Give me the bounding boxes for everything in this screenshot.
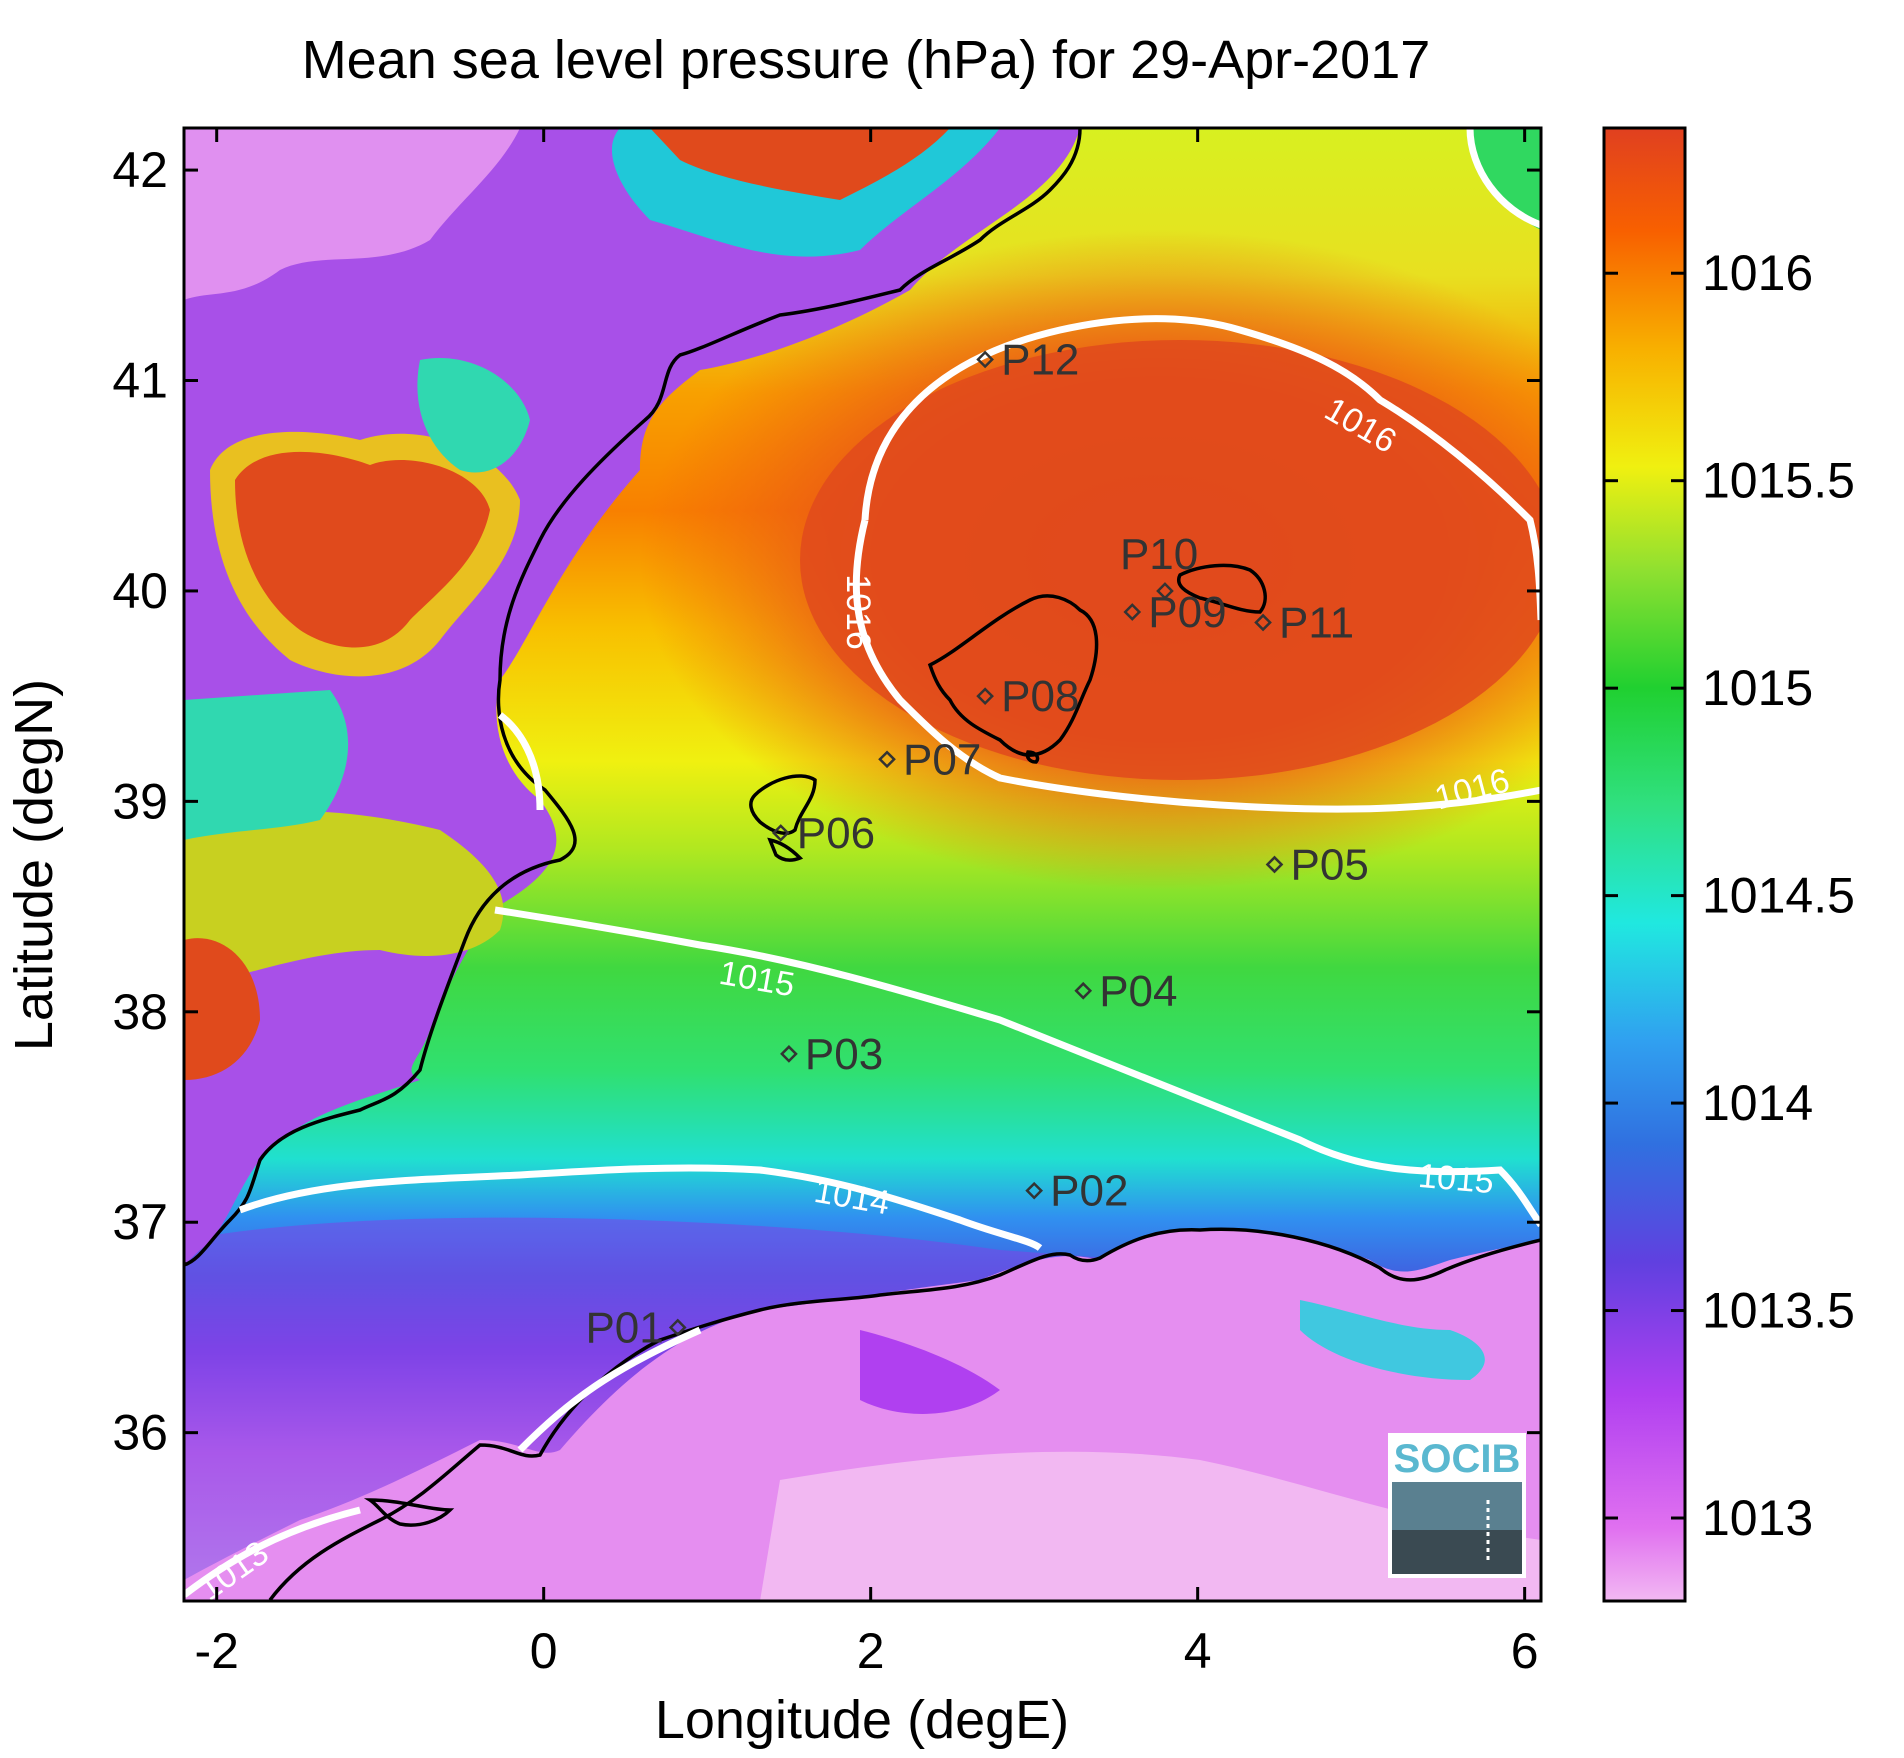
station-p12: P12 <box>976 335 1079 384</box>
station-marker <box>780 1045 798 1063</box>
station-p07: P07 <box>878 735 981 784</box>
north-africa-cyan <box>1300 1300 1485 1380</box>
station-marker <box>976 687 994 705</box>
colorbar <box>1602 126 1687 1603</box>
station-label: P04 <box>1099 967 1177 1016</box>
y-tick-label: 38 <box>112 984 168 1040</box>
y-axis-ticks: 36 37 38 39 40 41 42 <box>112 142 1541 1461</box>
y-tick-label: 40 <box>112 563 168 619</box>
north-africa-purple <box>860 1330 1000 1414</box>
high-pressure-core <box>800 340 1541 780</box>
socib-logo-text: SOCIB <box>1394 1437 1521 1481</box>
station-p04: P04 <box>1074 967 1178 1016</box>
station-p11: P11 <box>1254 599 1354 648</box>
station-marker <box>1123 603 1142 621</box>
station-label: P09 <box>1148 588 1226 637</box>
contour-1015-west <box>497 712 544 811</box>
contour-1016-south <box>852 519 1541 813</box>
station-marker <box>976 350 994 369</box>
x-tick-label: 4 <box>1184 1623 1212 1679</box>
contour-1014 <box>238 1164 1043 1251</box>
coastlines <box>184 128 1541 1601</box>
station-label: P03 <box>805 1030 883 1079</box>
station-label: P11 <box>1279 599 1354 648</box>
x-axis-ticks: -2 0 2 4 6 <box>194 128 1539 1679</box>
colorbar-tick-label: 1016 <box>1702 245 1813 301</box>
station-marker <box>1156 582 1174 600</box>
contour-1016-north <box>861 315 1541 621</box>
map-title: Mean sea level pressure (hPa) for 29-Apr… <box>302 30 1431 90</box>
station-marker <box>1025 1181 1044 1200</box>
iberia-land <box>184 128 1080 1265</box>
contour-lines <box>184 128 1541 1598</box>
colorbar-tick-label: 1015 <box>1702 660 1813 716</box>
y-tick-label: 39 <box>112 773 168 829</box>
colorbar-tick-label: 1013.5 <box>1702 1283 1855 1339</box>
stations-layer: P01 P02 P03 P04 P05 P06 P07 P08 P09 P10 P11 P12 <box>585 335 1368 1352</box>
colorbar-tick-label: 1014 <box>1702 1075 1813 1131</box>
station-p03: P03 <box>780 1030 883 1079</box>
x-tick-label: 6 <box>1511 1623 1539 1679</box>
station-marker <box>1265 855 1284 874</box>
station-p01: P01 <box>585 1303 687 1352</box>
x-tick-label: -2 <box>194 1623 238 1679</box>
station-marker <box>771 824 790 842</box>
contour-1015-ne <box>1466 128 1541 229</box>
station-label: P01 <box>585 1303 663 1352</box>
station-label: P02 <box>1050 1167 1128 1216</box>
station-label: P07 <box>903 735 981 784</box>
contour-1013-east <box>517 1326 702 1453</box>
station-p09: P09 <box>1123 588 1227 637</box>
colorbar-tick-label: 1014.5 <box>1702 868 1855 924</box>
y-tick-label: 42 <box>112 142 168 198</box>
y-tick-label: 36 <box>112 1405 168 1461</box>
north-africa-low <box>760 1451 1541 1601</box>
station-p08: P08 <box>976 672 1079 721</box>
station-marker <box>668 1318 687 1337</box>
socib-logo: SOCIB <box>1388 1433 1526 1578</box>
contour-label-1016-b: 1016 <box>839 574 877 650</box>
station-marker <box>1254 613 1272 632</box>
ne-green-area <box>1470 128 1541 230</box>
station-label: P08 <box>1001 672 1079 721</box>
station-p06: P06 <box>771 809 875 858</box>
station-label: P06 <box>797 809 875 858</box>
contour-1013-west <box>184 1506 361 1598</box>
station-label: P05 <box>1291 841 1369 890</box>
station-label: P10 <box>1120 530 1198 579</box>
y-tick-label: 37 <box>112 1194 168 1250</box>
y-tick-label: 41 <box>112 353 168 409</box>
plot-area: 1016 1016 1016 1015 1015 1014 1013 P01P0… <box>184 128 1541 1601</box>
colorbar-tick-label: 1015.5 <box>1702 453 1855 509</box>
x-axis-label: Longitude (degE) <box>655 1690 1069 1750</box>
station-marker <box>1074 981 1093 1000</box>
station-marker <box>878 750 896 769</box>
station-label: P12 <box>1001 335 1079 384</box>
station-p05: P05 <box>1265 841 1369 890</box>
y-axis-label: Latitude (degN) <box>4 679 64 1051</box>
station-p02: P02 <box>1025 1167 1128 1216</box>
x-tick-label: 2 <box>857 1623 885 1679</box>
plot-frame <box>182 126 1543 1603</box>
contour-1015 <box>494 906 1541 1228</box>
x-tick-label: 0 <box>530 1623 558 1679</box>
colorbar-tick-label: 1013 <box>1702 1490 1813 1546</box>
station-p10: P10 <box>1120 530 1198 600</box>
colorbar-ticks: 1013 1013.5 1014 1014.5 1015 1015.5 1016 <box>1604 245 1855 1546</box>
contour-label-1015-b: 1015 <box>1417 1157 1496 1201</box>
